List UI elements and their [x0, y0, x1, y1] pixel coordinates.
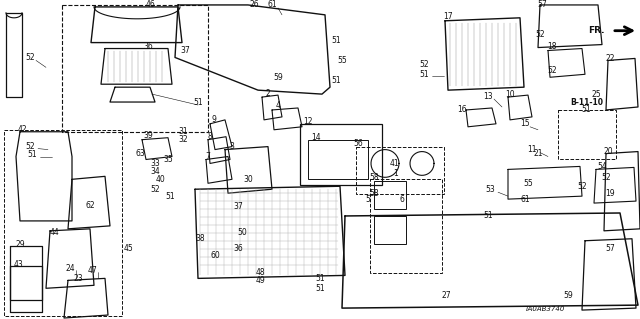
Text: 50: 50 — [237, 228, 247, 237]
Text: 51: 51 — [165, 192, 175, 201]
Text: 48: 48 — [255, 268, 265, 277]
Text: 58: 58 — [369, 189, 379, 198]
Text: 51: 51 — [483, 211, 493, 220]
Text: 60: 60 — [210, 251, 220, 260]
Text: 58: 58 — [369, 173, 379, 182]
Text: 52: 52 — [577, 182, 587, 191]
Text: 37: 37 — [180, 46, 190, 55]
Text: 40: 40 — [155, 175, 165, 184]
Text: 20: 20 — [603, 147, 613, 156]
Text: 29: 29 — [15, 240, 25, 249]
Text: 25: 25 — [591, 90, 601, 99]
Text: 39: 39 — [143, 131, 153, 140]
Text: 51: 51 — [581, 106, 591, 115]
Bar — [308, 140, 368, 179]
Text: 17: 17 — [443, 12, 453, 21]
Text: 63: 63 — [135, 149, 145, 158]
Text: B-11-10: B-11-10 — [570, 98, 604, 107]
Text: 55: 55 — [523, 179, 533, 188]
Text: 53: 53 — [485, 185, 495, 194]
Text: 57: 57 — [537, 0, 547, 10]
Text: 51: 51 — [331, 36, 341, 45]
Text: 59: 59 — [563, 291, 573, 300]
Text: 55: 55 — [337, 56, 347, 65]
Text: 33: 33 — [150, 159, 160, 168]
Text: 15: 15 — [520, 119, 530, 128]
Text: 42: 42 — [17, 125, 27, 134]
Text: 1: 1 — [394, 169, 398, 178]
Text: 51: 51 — [193, 98, 203, 107]
Text: 21: 21 — [533, 149, 543, 158]
Text: 22: 22 — [605, 54, 615, 63]
Text: 57: 57 — [605, 244, 615, 253]
Text: 51: 51 — [27, 150, 37, 159]
Text: 14: 14 — [311, 133, 321, 142]
Bar — [62, 5, 208, 132]
Text: 54: 54 — [597, 162, 607, 171]
Bar — [374, 181, 406, 209]
Text: 47: 47 — [87, 266, 97, 275]
Text: 13: 13 — [483, 92, 493, 100]
Text: 51: 51 — [315, 274, 325, 283]
Text: 23: 23 — [73, 274, 83, 283]
Text: 61: 61 — [520, 195, 530, 204]
Text: 52: 52 — [419, 60, 429, 69]
Text: 24: 24 — [65, 264, 75, 273]
Text: 18: 18 — [547, 42, 557, 51]
Bar — [4, 130, 122, 316]
Text: FR.: FR. — [589, 26, 605, 35]
Text: 12: 12 — [303, 117, 313, 126]
Bar — [558, 110, 616, 160]
Text: 51: 51 — [331, 76, 341, 85]
Text: 43: 43 — [13, 260, 23, 269]
Text: 59: 59 — [273, 73, 283, 82]
Text: 10: 10 — [505, 90, 515, 99]
Text: 8: 8 — [207, 132, 212, 141]
Text: TA0AB3740: TA0AB3740 — [525, 306, 565, 312]
Text: 4: 4 — [276, 101, 280, 110]
Text: 27: 27 — [441, 291, 451, 300]
Text: 7: 7 — [205, 152, 211, 161]
Text: 51: 51 — [419, 70, 429, 79]
Text: 38: 38 — [195, 234, 205, 243]
Text: 5: 5 — [365, 195, 371, 204]
Text: 52: 52 — [535, 30, 545, 39]
Text: 52: 52 — [547, 66, 557, 75]
Text: 56: 56 — [353, 139, 363, 148]
Text: 52: 52 — [25, 142, 35, 151]
Text: 36: 36 — [143, 42, 153, 51]
Text: 9: 9 — [212, 115, 216, 124]
Bar — [356, 147, 444, 194]
Text: 46: 46 — [145, 0, 155, 10]
Text: 6: 6 — [399, 195, 404, 204]
Text: 26: 26 — [249, 0, 259, 10]
Bar — [374, 216, 406, 244]
Text: 52: 52 — [601, 173, 611, 182]
Text: 11: 11 — [527, 145, 537, 154]
Text: 30: 30 — [243, 175, 253, 184]
Text: 3: 3 — [230, 142, 234, 151]
Text: 62: 62 — [85, 201, 95, 210]
Text: 51: 51 — [315, 284, 325, 293]
Text: 61: 61 — [267, 0, 277, 10]
Text: 16: 16 — [457, 106, 467, 115]
Text: 19: 19 — [605, 189, 615, 198]
Text: 49: 49 — [255, 276, 265, 285]
Text: 35: 35 — [163, 155, 173, 164]
Text: 37: 37 — [233, 202, 243, 211]
Text: 41: 41 — [389, 159, 399, 168]
Text: 32: 32 — [178, 135, 188, 144]
Text: 36: 36 — [233, 244, 243, 253]
Text: 31: 31 — [178, 127, 188, 136]
Text: 52: 52 — [150, 185, 160, 194]
Text: 45: 45 — [123, 244, 133, 253]
Text: 2: 2 — [266, 89, 270, 98]
Bar — [370, 179, 442, 273]
Bar — [300, 124, 382, 185]
Text: 34: 34 — [150, 167, 160, 176]
Text: 44: 44 — [50, 228, 60, 237]
Text: 52: 52 — [25, 53, 35, 62]
